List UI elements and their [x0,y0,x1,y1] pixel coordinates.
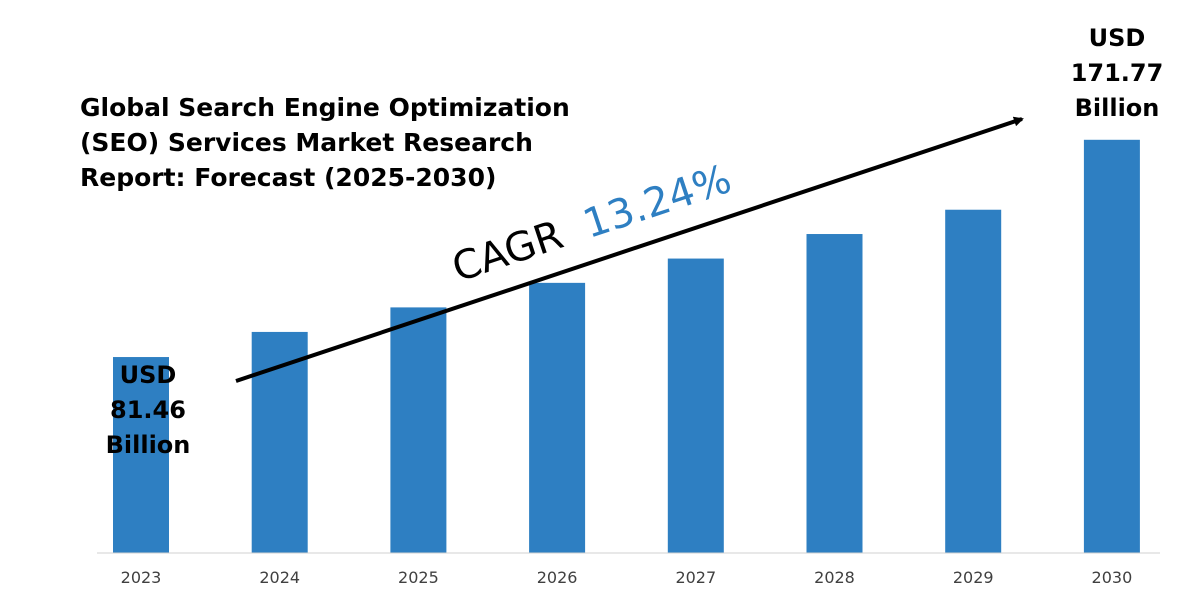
tick-label-2029: 2029 [953,568,994,587]
bar-2028 [806,234,863,554]
bar-series [113,139,1140,554]
chart-title: Global Search Engine Optimization (SEO) … [80,93,570,192]
title-line-1: Global Search Engine Optimization [80,93,570,122]
end-callout-value: 171.77 [1071,59,1164,87]
bar-2023 [113,357,169,553]
bar-2027 [667,258,724,553]
title-line-2: (SEO) Services Market Research [80,128,533,157]
start-callout-currency: USD [120,361,177,389]
title-line-3: Report: Forecast (2025-2030) [80,163,496,192]
tick-label-2025: 2025 [398,568,439,587]
end-callout-unit: Billion [1075,94,1160,122]
bar-2025 [390,307,447,553]
start-callout-unit: Billion [106,431,191,459]
start-value-callout: USD 81.46 Billion [106,361,191,459]
cagr-trend-arrow [235,116,1024,383]
x-axis-tick-labels: 2023 2024 2025 2026 2027 2028 2029 2030 [121,568,1133,587]
cagr-value: 13.24% [578,156,737,248]
bar-2026 [529,282,586,553]
cagr-text-label: CAGR [447,212,569,291]
tick-label-2030: 2030 [1092,568,1133,587]
end-callout-currency: USD [1089,24,1146,52]
tick-label-2023: 2023 [121,568,162,587]
tick-label-2024: 2024 [259,568,300,587]
tick-label-2028: 2028 [814,568,855,587]
tick-label-2026: 2026 [537,568,578,587]
tick-label-2027: 2027 [675,568,716,587]
start-callout-value: 81.46 [110,396,186,424]
end-value-callout: USD 171.77 Billion [1071,24,1164,122]
bar-2024 [251,331,308,553]
bar-2029 [945,209,1002,553]
bar-2030 [1083,139,1140,553]
